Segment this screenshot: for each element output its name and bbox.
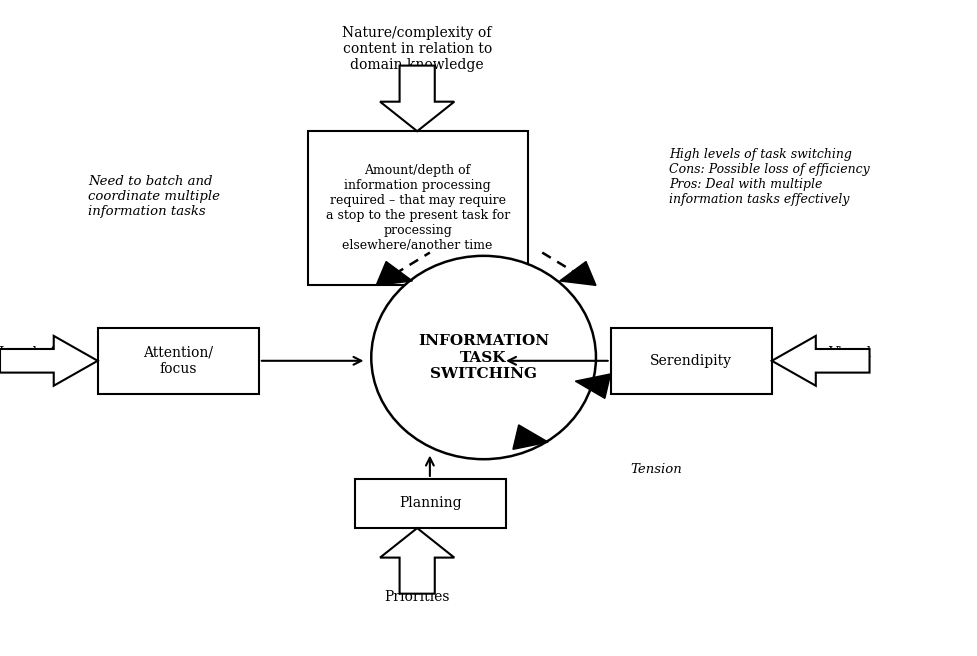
- Text: Planning: Planning: [399, 497, 462, 510]
- FancyBboxPatch shape: [308, 131, 528, 285]
- Polygon shape: [376, 262, 412, 285]
- FancyBboxPatch shape: [611, 328, 772, 394]
- Polygon shape: [380, 66, 454, 131]
- FancyBboxPatch shape: [355, 479, 506, 528]
- FancyBboxPatch shape: [98, 328, 259, 394]
- Ellipse shape: [371, 256, 596, 459]
- Text: Nature/complexity of
content in relation to
domain knowledge: Nature/complexity of content in relation…: [343, 26, 491, 72]
- Text: INFORMATION
TASK
SWITCHING: INFORMATION TASK SWITCHING: [418, 335, 549, 380]
- Polygon shape: [560, 262, 596, 285]
- Text: Visual
cues: Visual cues: [828, 346, 871, 376]
- Text: Amount/depth of
information processing
required – that may require
a stop to the: Amount/depth of information processing r…: [325, 164, 510, 253]
- Text: Need to batch and
coordinate multiple
information tasks: Need to batch and coordinate multiple in…: [88, 175, 220, 218]
- Polygon shape: [575, 374, 611, 398]
- Polygon shape: [513, 425, 548, 449]
- Polygon shape: [772, 336, 870, 386]
- Text: Tension: Tension: [630, 462, 682, 476]
- Text: High levels of task switching
Cons: Possible loss of efficiency
Pros: Deal with : High levels of task switching Cons: Poss…: [669, 148, 870, 206]
- Text: Attention/
focus: Attention/ focus: [144, 346, 213, 376]
- Polygon shape: [380, 528, 454, 594]
- Text: Serendipity: Serendipity: [651, 354, 732, 368]
- Polygon shape: [0, 336, 98, 386]
- Text: Level of
interest: Level of interest: [0, 346, 56, 376]
- Text: Priorities: Priorities: [384, 590, 450, 604]
